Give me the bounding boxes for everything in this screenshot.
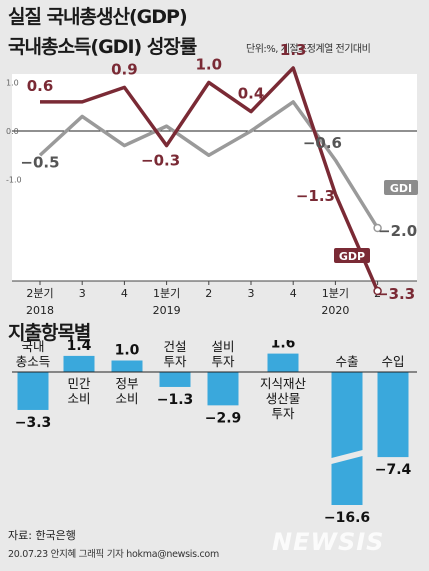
- gdi-data-label: −2.0: [378, 222, 417, 240]
- plot-area: [12, 74, 417, 281]
- x-tick-label: 3: [79, 287, 86, 300]
- bar-category-label: 투자: [211, 354, 235, 369]
- expenditure-bar-chart: 국내총소득−3.31.4민간소비1.0정부소비건설투자−1.3설비투자−2.91…: [12, 340, 417, 526]
- bar-category-label: 지식재산: [260, 376, 307, 391]
- year-label: 2018: [26, 304, 54, 317]
- bar-value-label: 1.6: [271, 340, 296, 352]
- chart-title: 실질 국내총생산(GDP): [8, 6, 188, 28]
- unit-note: 단위:%, 계절조정계열 전기대비: [246, 44, 371, 55]
- source-note: 자료: 한국은행: [8, 529, 76, 542]
- gdp-series-line: [40, 66, 380, 292]
- y-tick-label: 1.0: [6, 79, 19, 88]
- bar-category-label: 소비: [67, 391, 90, 406]
- newsis-watermark: NEWSIS: [272, 528, 385, 556]
- gdp-data-label: −1.3: [296, 187, 335, 205]
- chart-subtitle: 국내총소득(GDI) 성장률: [8, 36, 197, 58]
- credit-note: 20.07.23 안지혜 그래픽 기자 hokma@newsis.com: [8, 549, 219, 560]
- x-tick-label: 4: [290, 287, 297, 300]
- bar: [111, 360, 143, 372]
- gdp-data-label: 0.6: [27, 77, 54, 95]
- bar-category-label: 설비: [211, 340, 234, 354]
- gdi-data-label: −0.5: [20, 153, 59, 171]
- y-tick-label: 0.0: [6, 127, 19, 136]
- bar-category-label: 국내: [21, 340, 44, 354]
- bar-category-label: 투자: [271, 406, 295, 421]
- gdi-series-line: [38, 100, 380, 229]
- x-tick-label: 1분기: [153, 287, 180, 300]
- bar-category-label: 수출: [335, 354, 358, 369]
- bar-category-label: 총소득: [16, 354, 51, 369]
- bar: [331, 372, 363, 505]
- bar-value-label: −16.6: [324, 510, 370, 526]
- bar-category-label: 정부: [115, 376, 138, 391]
- x-tick-label: 3: [248, 287, 255, 300]
- gdp-data-label: 1.0: [196, 56, 223, 74]
- gdi-legend-label: GDI: [390, 182, 412, 195]
- gdi-legend-tag: [384, 180, 418, 195]
- gdp-end-point: [373, 286, 382, 296]
- bar: [17, 372, 49, 410]
- y-tick-label: -1.0: [6, 176, 22, 185]
- bar-value-label: −3.3: [15, 415, 52, 431]
- bar: [159, 372, 191, 387]
- x-tick-label: 2: [205, 287, 212, 300]
- gdp-data-label: 0.4: [238, 85, 265, 103]
- x-tick-label: 4: [121, 287, 128, 300]
- gdp-data-label: −0.3: [141, 152, 180, 170]
- gdp-legend-tag: [334, 248, 370, 263]
- bar-category-label: 민간: [67, 376, 91, 391]
- bar: [63, 355, 95, 372]
- bar-category-label: 소비: [115, 391, 138, 406]
- year-label: 2020: [321, 304, 349, 317]
- x-tick-label: 2분기: [26, 287, 53, 300]
- gdp-legend-label: GDP: [339, 250, 365, 263]
- gdp-data-label: 0.9: [111, 60, 138, 78]
- bar: [267, 353, 299, 372]
- bar-value-label: −2.9: [205, 410, 242, 426]
- bar-value-label: −7.4: [375, 462, 412, 478]
- growth-line-chart: 1.00.0-1.02분기341분기2341분기22018201920200.6…: [6, 41, 418, 317]
- bar: [377, 372, 409, 458]
- bar-value-label: 1.4: [67, 340, 92, 354]
- gdp-data-label: −3.3: [376, 285, 415, 303]
- bar-chart-title: 지출항목별: [8, 322, 91, 344]
- bar-value-label: −1.3: [157, 392, 194, 408]
- bar-category-label: 생산물: [266, 391, 301, 406]
- bar-category-label: 건설: [163, 340, 186, 354]
- gdi-data-label: −0.6: [303, 134, 342, 152]
- x-tick-label: 1분기: [322, 287, 349, 300]
- year-label: 2019: [153, 304, 181, 317]
- axis-break-mark: [331, 450, 363, 464]
- gdi-end-point: [373, 223, 382, 233]
- bar-category-label: 수입: [381, 354, 404, 369]
- bar: [207, 372, 239, 406]
- bar-category-label: 투자: [163, 354, 187, 369]
- bar-value-label: 1.0: [115, 343, 140, 359]
- gdp-data-label: 1.3: [280, 41, 307, 59]
